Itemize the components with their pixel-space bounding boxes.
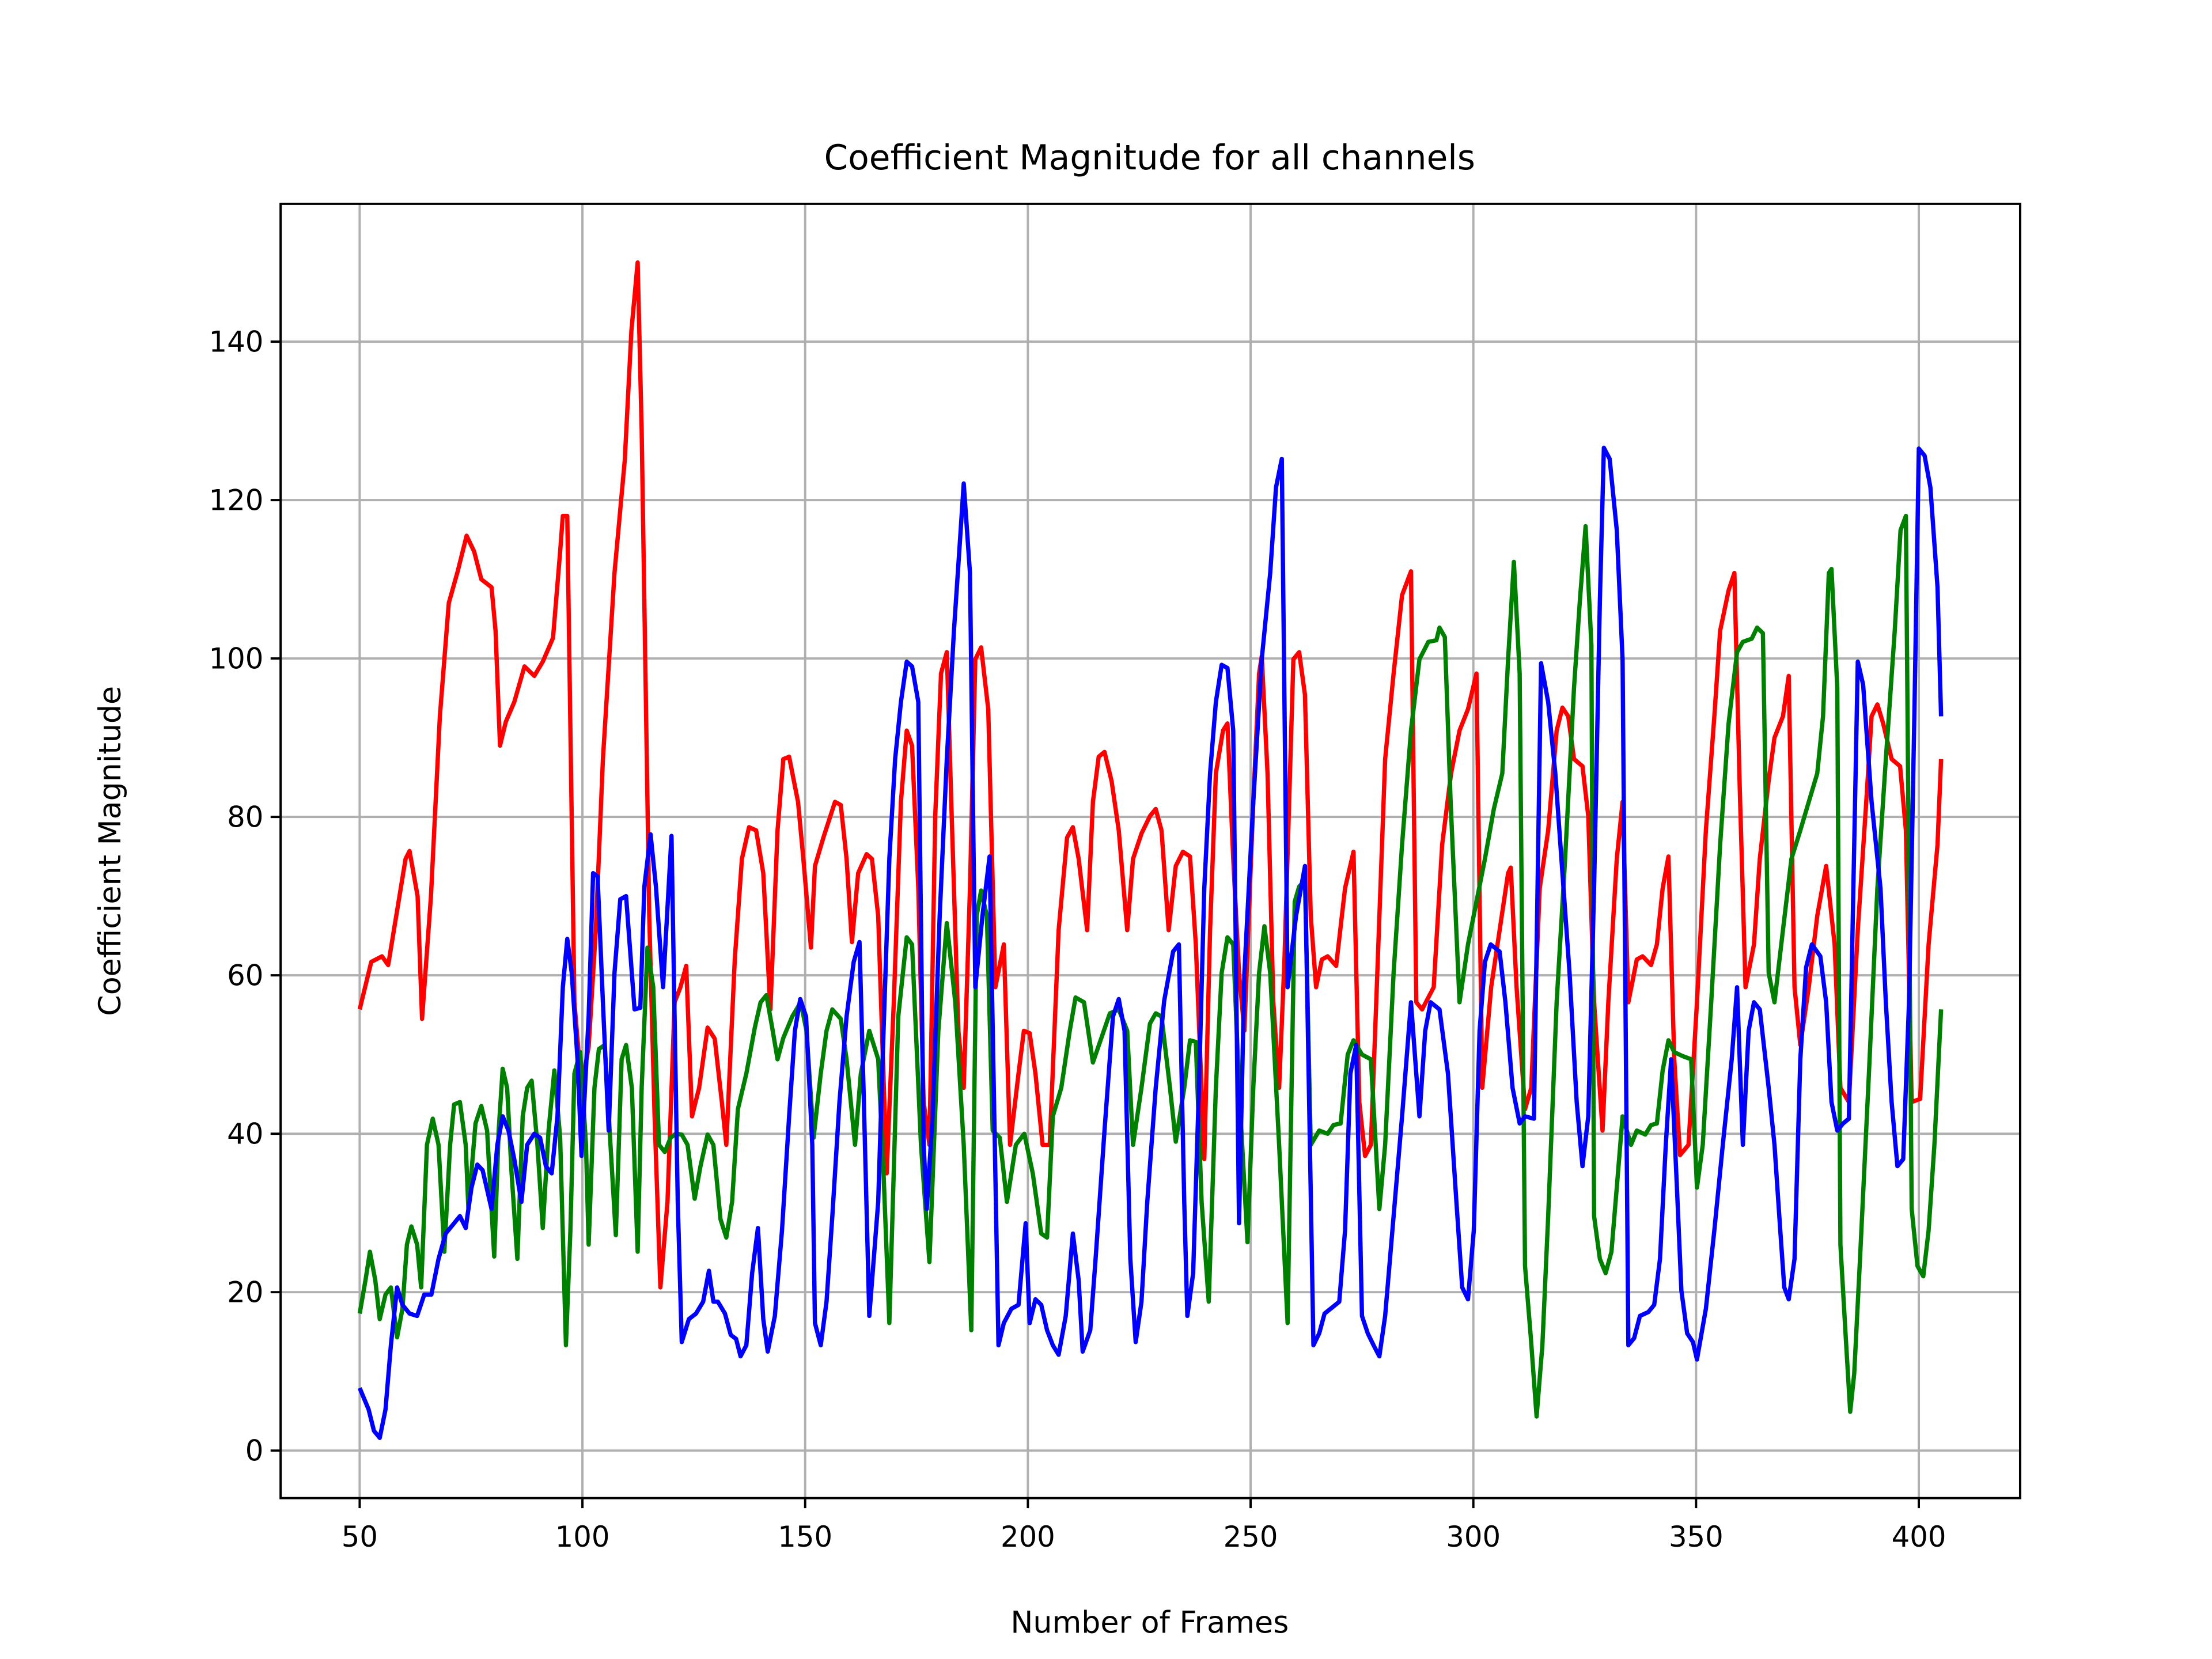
y-tick-label: 0 — [245, 1434, 264, 1468]
x-tick-label: 100 — [555, 1520, 610, 1554]
plot-lines — [357, 260, 1944, 1440]
y-tick-label: 140 — [209, 325, 263, 359]
y-axis-label: Coefficient Magnitude — [93, 686, 128, 1016]
chart-title: Coefficient Magnitude for all channels — [824, 138, 1475, 178]
series-line — [357, 445, 1944, 1440]
x-axis-label: Number of Frames — [1010, 1605, 1289, 1640]
series-line — [357, 260, 1944, 1290]
x-tick-label: 50 — [342, 1520, 378, 1554]
y-tick-label: 60 — [227, 959, 263, 993]
plot-frame — [279, 202, 2021, 1499]
x-tick-label: 300 — [1446, 1520, 1501, 1554]
x-tick-label: 200 — [1001, 1520, 1055, 1554]
y-tick-label: 120 — [209, 484, 263, 517]
y-tick-label: 40 — [227, 1118, 263, 1151]
y-tick-label: 80 — [227, 801, 263, 834]
y-tick-label: 20 — [227, 1276, 263, 1309]
y-tick-label: 100 — [209, 642, 263, 676]
x-tick-label: 250 — [1224, 1520, 1278, 1554]
x-tick-label: 400 — [1892, 1520, 1946, 1554]
ticks: 50 100 150 200 250 300 350 400 0 20 40 60 80 100 120 14… — [209, 325, 1946, 1554]
x-tick-label: 150 — [778, 1520, 832, 1554]
x-tick-label: 350 — [1669, 1520, 1724, 1554]
